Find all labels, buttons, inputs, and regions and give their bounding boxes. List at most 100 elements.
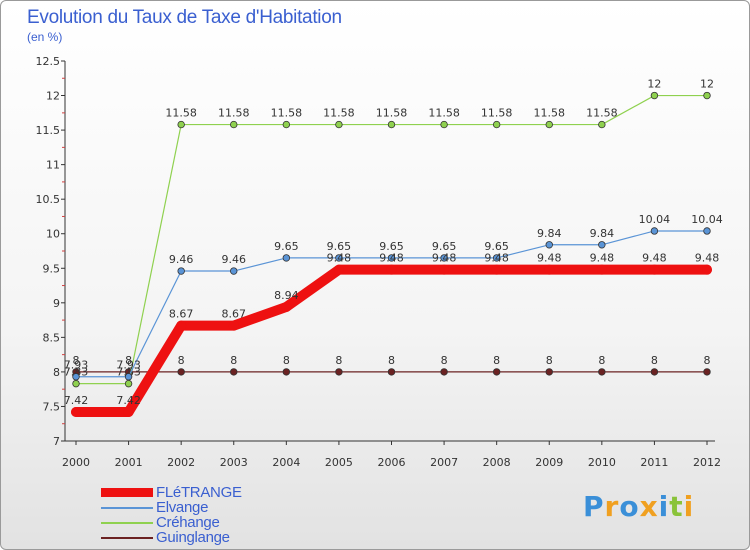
data-point bbox=[228, 320, 239, 331]
data-point bbox=[598, 241, 606, 249]
data-label: 10.04 bbox=[639, 213, 671, 226]
logo-letter: r bbox=[604, 490, 620, 523]
data-label: 8.67 bbox=[222, 308, 247, 321]
data-label: 9.84 bbox=[537, 227, 562, 240]
data-point bbox=[702, 264, 712, 275]
data-point bbox=[491, 264, 502, 275]
data-label: 8 bbox=[546, 354, 553, 367]
data-label: 9.46 bbox=[222, 253, 247, 266]
data-point bbox=[545, 368, 553, 376]
legend-swatch bbox=[101, 507, 153, 509]
data-point bbox=[281, 301, 292, 312]
data-point bbox=[335, 254, 343, 262]
data-point bbox=[230, 267, 238, 275]
data-point bbox=[598, 120, 606, 129]
data-point bbox=[492, 120, 501, 129]
data-label: 9.65 bbox=[327, 240, 352, 253]
data-label: 11.58 bbox=[428, 107, 460, 120]
data-point bbox=[650, 91, 659, 100]
logo-letter: x bbox=[639, 490, 659, 523]
data-label: 7.83 bbox=[116, 366, 141, 379]
x-tick-label: 2011 bbox=[640, 456, 668, 469]
data-label: 8 bbox=[230, 354, 237, 367]
y-tick-label: 8.5 bbox=[43, 331, 61, 344]
y-tick-label: 9.5 bbox=[43, 262, 61, 275]
data-label: 9.65 bbox=[379, 240, 404, 253]
legend-label: Guinglange bbox=[156, 529, 230, 546]
x-tick-label: 2005 bbox=[325, 456, 353, 469]
y-tick-label: 10 bbox=[46, 228, 60, 241]
data-point bbox=[72, 379, 80, 388]
data-point bbox=[333, 264, 344, 275]
y-tick-label: 7.5 bbox=[43, 400, 61, 413]
data-label: 9.65 bbox=[432, 240, 457, 253]
data-label: 9.48 bbox=[432, 252, 457, 265]
data-point bbox=[703, 91, 711, 100]
x-tick-label: 2006 bbox=[378, 456, 406, 469]
data-label: 9.84 bbox=[590, 227, 615, 240]
x-tick-label: 2009 bbox=[535, 456, 563, 469]
data-label: 10.04 bbox=[691, 213, 723, 226]
data-point bbox=[123, 406, 134, 417]
data-point bbox=[596, 264, 607, 275]
data-point bbox=[544, 264, 555, 275]
data-label: 9.48 bbox=[642, 252, 667, 265]
x-tick-label: 2012 bbox=[693, 456, 721, 469]
y-tick-label: 9 bbox=[53, 297, 60, 310]
y-tick-label: 10.5 bbox=[36, 193, 61, 206]
data-label: 11.58 bbox=[323, 107, 355, 120]
data-label: 9.48 bbox=[484, 252, 509, 265]
data-label: 11.58 bbox=[271, 107, 303, 120]
data-point bbox=[176, 320, 187, 331]
legend-swatch bbox=[101, 488, 153, 497]
data-point bbox=[387, 368, 396, 376]
data-point bbox=[440, 254, 448, 262]
data-label: 7.42 bbox=[116, 394, 141, 407]
data-point bbox=[71, 406, 81, 417]
data-point bbox=[177, 267, 185, 275]
y-tick-label: 7 bbox=[53, 435, 60, 448]
data-label: 8 bbox=[704, 354, 711, 367]
data-point bbox=[703, 368, 711, 376]
data-label: 7.83 bbox=[64, 366, 89, 379]
data-label: 11.58 bbox=[534, 107, 566, 120]
data-label: 9.65 bbox=[484, 240, 509, 253]
data-label: 11.58 bbox=[376, 107, 408, 120]
data-label: 11.58 bbox=[165, 107, 197, 120]
data-point bbox=[335, 120, 343, 129]
data-label: 11.58 bbox=[218, 107, 250, 120]
data-label: 12 bbox=[647, 78, 661, 91]
data-point bbox=[545, 241, 553, 249]
data-point bbox=[386, 264, 397, 275]
data-point bbox=[282, 120, 291, 129]
data-point bbox=[598, 368, 606, 376]
y-tick-label: 12.5 bbox=[36, 55, 61, 68]
logo-letter: o bbox=[619, 490, 640, 523]
data-point bbox=[387, 254, 396, 262]
data-label: 8 bbox=[598, 354, 605, 367]
x-tick-label: 2007 bbox=[430, 456, 458, 469]
x-tick-label: 2000 bbox=[62, 456, 90, 469]
data-label: 7.93 bbox=[116, 359, 141, 372]
data-point bbox=[440, 368, 448, 376]
x-tick-label: 2004 bbox=[272, 456, 300, 469]
legend-label: Créhange bbox=[156, 514, 220, 531]
data-point bbox=[124, 373, 133, 381]
data-point bbox=[703, 227, 711, 235]
data-label: 8 bbox=[493, 354, 500, 367]
data-point bbox=[649, 264, 660, 275]
data-label: 9.46 bbox=[169, 253, 194, 266]
data-label: 8 bbox=[73, 354, 80, 367]
proxiti-logo: Proxiti bbox=[583, 490, 694, 523]
data-label: 7.42 bbox=[64, 394, 89, 407]
data-point bbox=[387, 120, 396, 129]
data-label: 9.48 bbox=[590, 252, 615, 265]
legend-swatch bbox=[101, 522, 153, 524]
legend-label: Elvange bbox=[156, 499, 209, 516]
chart-subtitle: (en %) bbox=[27, 30, 63, 44]
data-point bbox=[282, 254, 291, 262]
data-point bbox=[650, 368, 659, 376]
data-point bbox=[230, 368, 238, 376]
data-label: 9.65 bbox=[274, 240, 299, 253]
